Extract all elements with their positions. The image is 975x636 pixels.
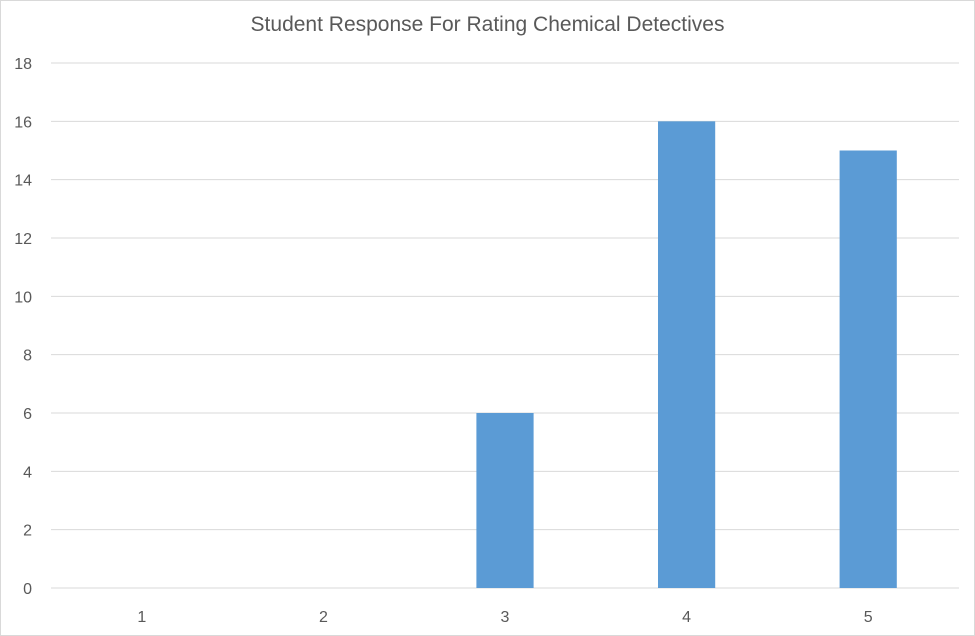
x-tick-label: 4 [682,609,691,626]
x-tick-label: 3 [501,609,510,626]
y-tick-label: 14 [14,173,32,190]
y-tick-label: 18 [14,56,32,73]
bar-3 [476,413,534,588]
bar-4 [657,121,716,588]
y-tick-label: 8 [23,348,32,365]
y-tick-label: 2 [23,523,32,540]
y-tick-label: 0 [23,581,32,598]
x-tick-label: 2 [319,609,328,626]
x-tick-label: 1 [137,609,146,626]
chart-title: Student Response For Rating Chemical Det… [250,13,725,36]
y-tick-label: 4 [23,464,32,481]
y-tick-label: 6 [23,406,32,423]
y-tick-label: 10 [14,289,32,306]
x-tick-label: 5 [864,609,873,626]
y-tick-label: 16 [14,114,32,131]
bar-5 [839,150,897,588]
y-tick-label: 12 [14,231,32,248]
